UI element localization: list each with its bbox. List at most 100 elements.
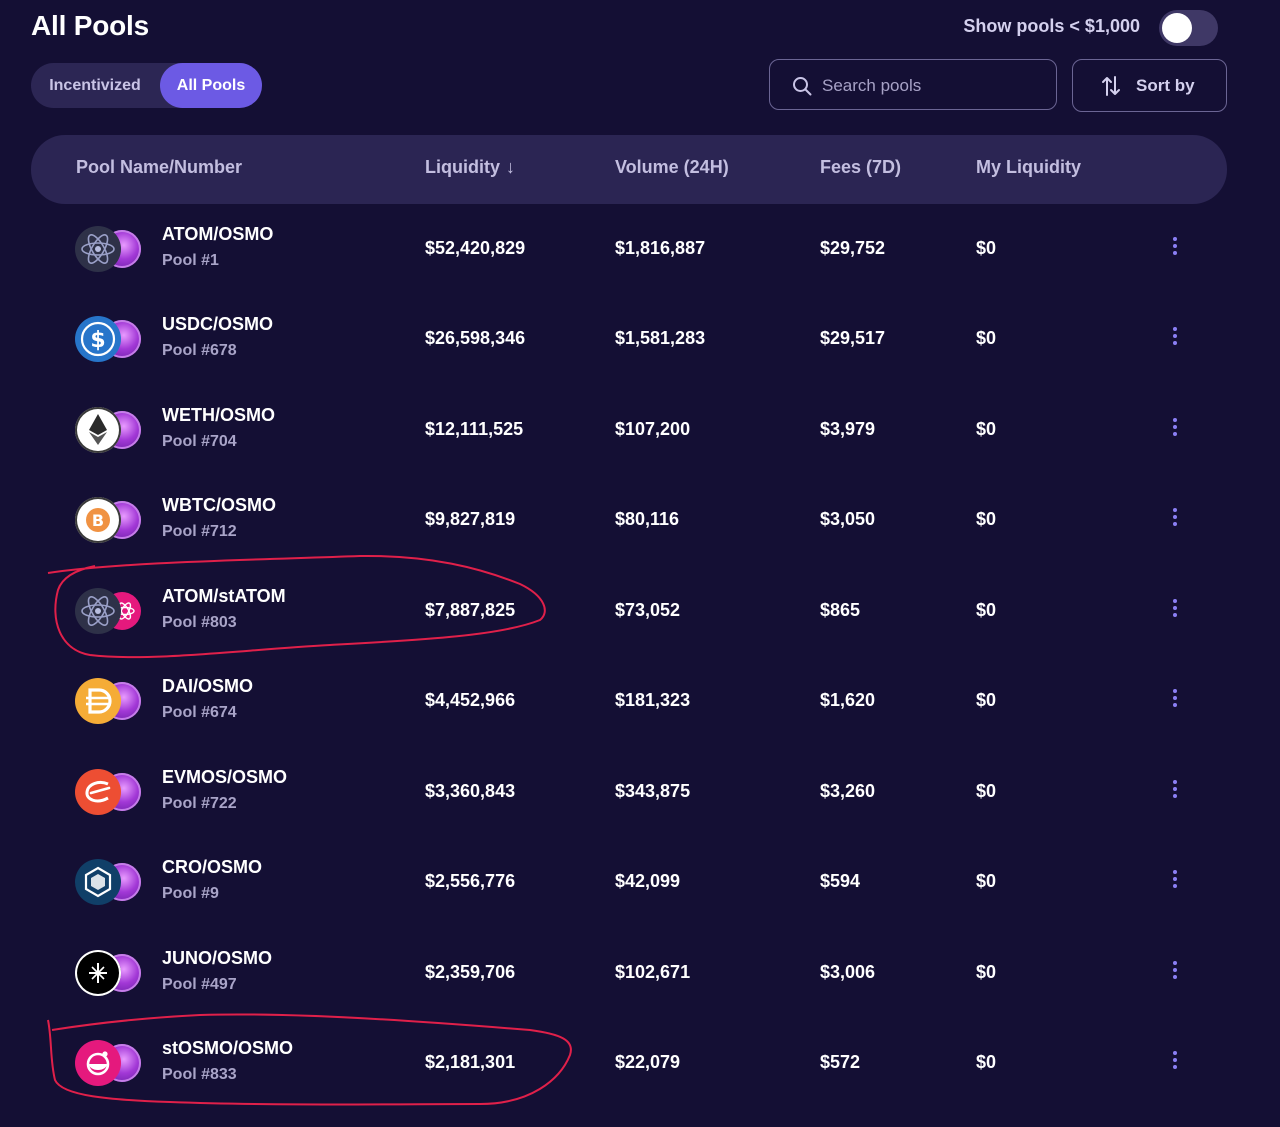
wbtc-icon: B: [75, 497, 121, 543]
tab-incentivized[interactable]: Incentivized: [49, 77, 141, 94]
pool-name: stOSMO/OSMO: [162, 1038, 294, 1058]
my-liquidity-value: $0: [976, 328, 997, 348]
pool-number: Pool #704: [162, 433, 237, 450]
my-liquidity-value: $0: [976, 690, 997, 710]
my-liquidity-value: $0: [976, 871, 997, 891]
pool-number: Pool #678: [162, 342, 237, 359]
volume-value: $42,099: [615, 871, 681, 891]
sort-by-button[interactable]: Sort by: [1072, 59, 1227, 112]
volume-value: $343,875: [615, 781, 691, 801]
column-header-pool[interactable]: Pool Name/Number: [76, 157, 243, 177]
pool-icon-pair: B: [75, 497, 141, 543]
pool-icon-pair: [75, 950, 141, 996]
column-header-liquidity[interactable]: Liquidity ↓: [425, 157, 515, 178]
usdc-icon: $: [75, 316, 121, 362]
svg-text:$: $: [90, 328, 105, 353]
my-liquidity-value: $0: [976, 419, 997, 439]
pool-name: WETH/OSMO: [162, 405, 275, 425]
more-options-icon[interactable]: [1165, 234, 1185, 260]
liquidity-value: $52,420,829: [425, 238, 526, 258]
fees-value: $29,752: [820, 238, 886, 258]
fees-value: $3,260: [820, 781, 876, 801]
tab-all-pools[interactable]: All Pools: [160, 63, 262, 108]
pool-icon-pair: [75, 769, 141, 815]
table-row[interactable]: $ USDC/OSMO Pool #678 $26,598,346 $1,581…: [31, 294, 1227, 384]
show-small-pools-label: Show pools < $1,000: [963, 16, 1140, 36]
liquidity-value: $2,556,776: [425, 871, 516, 891]
liquidity-value: $2,359,706: [425, 962, 516, 982]
pool-name: DAI/OSMO: [162, 676, 254, 696]
table-row[interactable]: JUNO/OSMO Pool #497 $2,359,706 $102,671 …: [31, 928, 1227, 1018]
more-options-icon[interactable]: [1165, 596, 1185, 622]
column-header-volume[interactable]: Volume (24H): [615, 157, 729, 177]
page-title: All Pools: [31, 10, 149, 41]
more-options-icon[interactable]: [1165, 777, 1185, 803]
fees-value: $3,050: [820, 509, 876, 529]
pool-name: EVMOS/OSMO: [162, 767, 288, 787]
pool-number: Pool #803: [162, 614, 237, 631]
liquidity-value: $2,181,301: [425, 1052, 516, 1072]
column-header-fees[interactable]: Fees (7D): [820, 157, 902, 177]
pool-icon-pair: [75, 1040, 141, 1086]
table-row[interactable]: stOSMO/OSMO Pool #833 $2,181,301 $22,079…: [31, 1018, 1227, 1108]
table-row[interactable]: WETH/OSMO Pool #704 $12,111,525 $107,200…: [31, 385, 1227, 475]
fees-value: $572: [820, 1052, 861, 1072]
more-options-icon[interactable]: [1165, 1048, 1185, 1074]
my-liquidity-value: $0: [976, 1052, 997, 1072]
pool-name: JUNO/OSMO: [162, 948, 273, 968]
table-row[interactable]: ATOM/OSMO Pool #1 $52,420,829 $1,816,887…: [31, 204, 1227, 294]
search-input[interactable]: [820, 72, 1044, 100]
fees-value: $3,006: [820, 962, 876, 982]
svg-text:B: B: [92, 511, 104, 530]
liquidity-value: $3,360,843: [425, 781, 516, 801]
search-icon: [793, 77, 812, 96]
my-liquidity-value: $0: [976, 509, 997, 529]
volume-value: $22,079: [615, 1052, 681, 1072]
my-liquidity-value: $0: [976, 781, 997, 801]
volume-value: $102,671: [615, 962, 691, 982]
sort-by-label: Sort by: [1136, 76, 1195, 95]
pool-icon-pair: [75, 859, 141, 905]
pool-name: ATOM/OSMO: [162, 224, 274, 244]
sort-arrows-icon: [1102, 76, 1120, 96]
liquidity-value: $7,887,825: [425, 600, 516, 620]
dai-icon: [75, 678, 121, 724]
more-options-icon[interactable]: [1165, 505, 1185, 531]
volume-value: $1,581,283: [615, 328, 706, 348]
liquidity-value: $9,827,819: [425, 509, 516, 529]
volume-value: $181,323: [615, 690, 691, 710]
more-options-icon[interactable]: [1165, 324, 1185, 350]
volume-value: $1,816,887: [615, 238, 706, 258]
my-liquidity-value: $0: [976, 962, 997, 982]
pool-name: ATOM/stATOM: [162, 586, 286, 606]
fees-value: $29,517: [820, 328, 886, 348]
search-box: [769, 59, 1057, 110]
juno-icon: [75, 950, 121, 996]
pool-name: WBTC/OSMO: [162, 495, 276, 515]
show-small-pools-toggle[interactable]: [1159, 10, 1218, 46]
pool-number: Pool #833: [162, 1066, 237, 1083]
pool-icon-pair: [75, 226, 141, 272]
more-options-icon[interactable]: [1165, 415, 1185, 441]
table-row[interactable]: DAI/OSMO Pool #674 $4,452,966 $181,323 $…: [31, 656, 1227, 746]
pool-number: Pool #712: [162, 523, 237, 540]
more-options-icon[interactable]: [1165, 686, 1185, 712]
fees-value: $594: [820, 871, 861, 891]
pool-number: Pool #497: [162, 976, 237, 993]
pool-icon-pair: $: [75, 316, 141, 362]
table-row[interactable]: CRO/OSMO Pool #9 $2,556,776 $42,099 $594…: [31, 837, 1227, 927]
pool-filter-tabs: Incentivized All Pools: [31, 63, 262, 108]
pool-number: Pool #9: [162, 885, 219, 902]
liquidity-value: $12,111,525: [425, 419, 524, 439]
pool-icon-pair: [75, 588, 141, 634]
sort-descending-icon: ↓: [506, 157, 515, 177]
table-row[interactable]: EVMOS/OSMO Pool #722 $3,360,843 $343,875…: [31, 747, 1227, 837]
stosmo-icon: [75, 1040, 121, 1086]
pool-number: Pool #722: [162, 795, 237, 812]
more-options-icon[interactable]: [1165, 958, 1185, 984]
table-row[interactable]: B WBTC/OSMO Pool #712 $9,827,819 $80,116…: [31, 475, 1227, 565]
more-options-icon[interactable]: [1165, 867, 1185, 893]
table-row[interactable]: ATOM/stATOM Pool #803 $7,887,825 $73,052…: [31, 566, 1227, 656]
column-header-my-liquidity[interactable]: My Liquidity: [976, 157, 1081, 177]
volume-value: $80,116: [615, 509, 680, 529]
